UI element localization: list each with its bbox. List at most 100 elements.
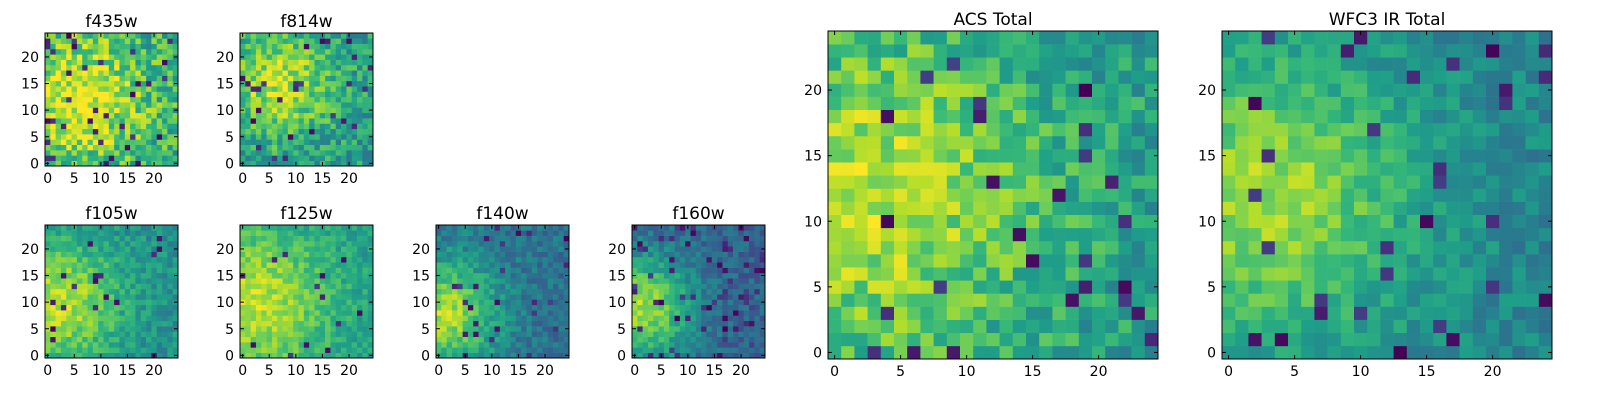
heatmap-cell bbox=[537, 230, 543, 236]
heatmap-cell bbox=[658, 342, 665, 348]
heatmap-cell bbox=[362, 64, 368, 71]
heatmap-cell bbox=[66, 256, 72, 263]
heatmap-cell bbox=[250, 123, 257, 130]
heatmap-cell bbox=[999, 240, 1014, 255]
heatmap-cell bbox=[325, 86, 331, 92]
heatmap-cell bbox=[1459, 240, 1474, 255]
heatmap-cell bbox=[632, 235, 638, 242]
heatmap-cell bbox=[277, 315, 283, 322]
heatmap-cell bbox=[451, 336, 458, 343]
heatmap-cell bbox=[1012, 201, 1027, 215]
heatmap-cell bbox=[1380, 306, 1394, 320]
heatmap-cell bbox=[637, 310, 643, 316]
heatmap-cell bbox=[706, 347, 713, 353]
heatmap-cell bbox=[325, 150, 331, 156]
heatmap-cell bbox=[494, 347, 501, 353]
heatmap-cell bbox=[357, 246, 363, 252]
heatmap-cell bbox=[172, 75, 179, 82]
heatmap-cell bbox=[1512, 280, 1526, 294]
heatmap-cell bbox=[537, 299, 543, 306]
heatmap-cell bbox=[653, 352, 659, 359]
heatmap-cell bbox=[1144, 135, 1159, 150]
heatmap-cell bbox=[87, 235, 94, 242]
heatmap-cell bbox=[473, 304, 479, 311]
heatmap-cell bbox=[261, 96, 267, 103]
heatmap-cell bbox=[341, 59, 347, 66]
heatmap-cell bbox=[462, 326, 469, 332]
heatmap-cell bbox=[510, 272, 517, 279]
heatmap-cell bbox=[1131, 345, 1146, 360]
heatmap-cell bbox=[1525, 345, 1540, 360]
heatmap-cell bbox=[87, 75, 94, 82]
heatmap-cell bbox=[674, 315, 681, 322]
heatmap-cell bbox=[446, 320, 453, 327]
heatmap-cell bbox=[357, 299, 363, 306]
heatmap-cell bbox=[743, 304, 750, 311]
heatmap-cell bbox=[303, 150, 310, 156]
heatmap-cell bbox=[92, 272, 99, 279]
heatmap-cell bbox=[690, 304, 697, 311]
heatmap-cell bbox=[1105, 57, 1119, 71]
heatmap-cell bbox=[632, 267, 638, 274]
heatmap-cell bbox=[451, 294, 458, 300]
heatmap-cell bbox=[87, 320, 94, 327]
heatmap-cell bbox=[55, 102, 62, 108]
heatmap-cell bbox=[637, 272, 643, 279]
heatmap-cell bbox=[282, 225, 289, 231]
heatmap-cell bbox=[351, 267, 358, 274]
heatmap-cell bbox=[451, 246, 458, 252]
heatmap-cell bbox=[346, 59, 353, 66]
heatmap-cell bbox=[250, 112, 257, 119]
heatmap-cell bbox=[653, 262, 659, 268]
heatmap-cell bbox=[245, 128, 251, 135]
heatmap-cell bbox=[362, 256, 368, 263]
heatmap-cell bbox=[1118, 70, 1132, 84]
heatmap-cell bbox=[55, 315, 62, 322]
heatmap-cell bbox=[60, 352, 67, 359]
heatmap-cell bbox=[282, 134, 289, 140]
heatmap-cell bbox=[335, 38, 342, 44]
heatmap-cell bbox=[1314, 332, 1328, 347]
heatmap-cell bbox=[1078, 188, 1093, 202]
heatmap-cell bbox=[92, 102, 99, 108]
heatmap-cell bbox=[303, 33, 310, 39]
heatmap-cell bbox=[1486, 201, 1500, 215]
heatmap-cell bbox=[946, 96, 961, 111]
heatmap-cell bbox=[103, 112, 110, 119]
heatmap-cell bbox=[1446, 280, 1460, 294]
heatmap-cell bbox=[341, 134, 347, 140]
heatmap-cell bbox=[71, 240, 78, 247]
heatmap-cell bbox=[330, 144, 337, 151]
heatmap-cell bbox=[245, 139, 251, 146]
heatmap-cell bbox=[357, 128, 363, 135]
heatmap-cell bbox=[240, 235, 246, 242]
heatmap-cell bbox=[457, 278, 463, 284]
heatmap-cell bbox=[1327, 280, 1342, 294]
heatmap-cell bbox=[367, 43, 374, 50]
heatmap-cell bbox=[271, 326, 278, 332]
heatmap-cell bbox=[92, 299, 99, 306]
heatmap-cell bbox=[1118, 135, 1132, 150]
heatmap-cell bbox=[98, 43, 104, 50]
heatmap-cell bbox=[494, 331, 501, 338]
heatmap-cell bbox=[457, 288, 463, 295]
heatmap-cell bbox=[1144, 293, 1159, 307]
heatmap-cell bbox=[60, 225, 67, 231]
heatmap-cell bbox=[1039, 293, 1053, 307]
heatmap-cell bbox=[467, 235, 474, 242]
heatmap-cell bbox=[510, 230, 517, 236]
heatmap-cell bbox=[71, 48, 78, 55]
heatmap-cell bbox=[255, 70, 262, 76]
heatmap-cell bbox=[907, 280, 921, 294]
heatmap-cell bbox=[436, 278, 442, 284]
heatmap-cell bbox=[119, 278, 126, 284]
heatmap-cell bbox=[108, 139, 115, 146]
heatmap-cell bbox=[277, 256, 283, 263]
heatmap-cell bbox=[711, 262, 718, 268]
heatmap-cell bbox=[255, 112, 262, 119]
heatmap-cell bbox=[499, 352, 506, 359]
heatmap-cell bbox=[130, 38, 136, 44]
heatmap-cell bbox=[277, 33, 283, 39]
heatmap-cell bbox=[255, 128, 262, 135]
heatmap-cell bbox=[87, 144, 94, 151]
